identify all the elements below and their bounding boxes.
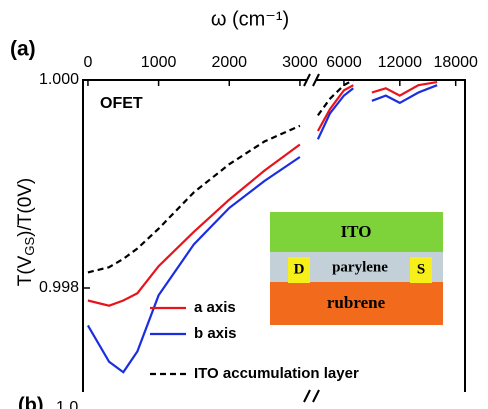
x-tick-label: 12000 (378, 54, 423, 71)
inset-label: ITO (341, 222, 372, 241)
x-tick-label: 0 (83, 54, 92, 71)
inset: ITO parylene rubrene D S (270, 212, 443, 325)
ito-layer (270, 212, 443, 252)
panel-label: (a) (10, 38, 36, 61)
break-mark (303, 389, 311, 403)
inset-label: parylene (332, 259, 388, 275)
legend-label: ITO accumulation layer (194, 365, 359, 382)
rubrene-layer (270, 282, 443, 325)
inset-label: S (417, 261, 425, 277)
data-line (316, 84, 438, 140)
data-line (86, 156, 301, 374)
x-tick-label: 18000 (433, 54, 478, 71)
data-line (317, 79, 354, 117)
x-axis-label: ω (cm⁻¹) (211, 8, 289, 30)
contact (288, 257, 310, 283)
break-mark (312, 389, 320, 403)
y-label-part: )/T(0V) (15, 178, 36, 237)
x-tick-label: 3000 (282, 54, 318, 71)
inset-label: rubrene (327, 293, 386, 312)
data-line (316, 81, 438, 132)
break-mark (312, 73, 320, 87)
contact (410, 257, 432, 283)
y-label-sub: GS (22, 237, 37, 256)
frame-right (316, 79, 466, 392)
data-line (87, 143, 301, 307)
y-tick-label: 1.000 (39, 71, 79, 88)
x-tick-label: 1000 (141, 54, 177, 71)
legend-label: a axis (194, 299, 236, 316)
y-label-part: T(V (15, 255, 36, 286)
legend-label: b axis (194, 325, 237, 342)
annotation: OFET (100, 95, 143, 112)
x-tick-label: 2000 (211, 54, 247, 71)
break-mark (303, 73, 311, 87)
y-tick-label: 0.998 (39, 279, 79, 296)
next-panel-tick: 1.0 (56, 399, 78, 409)
x-tick-label: 6000 (326, 54, 362, 71)
y-axis-label: T(VGS)/T(0V) (15, 178, 37, 287)
next-panel-label: (b) (18, 394, 44, 409)
inset-label: D (294, 261, 305, 277)
data-line (87, 124, 301, 274)
